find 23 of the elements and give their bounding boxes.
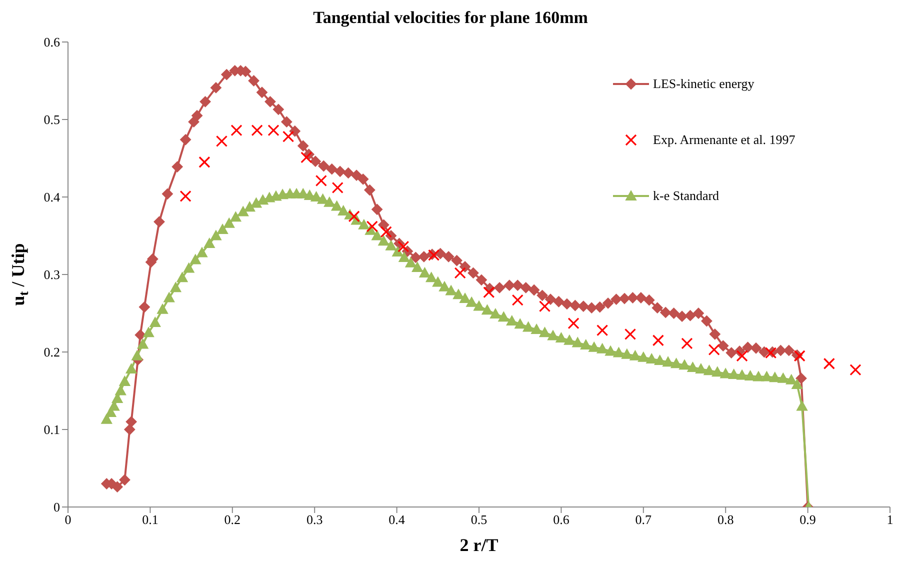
legend-label: LES-kinetic energy (653, 76, 754, 92)
x-tick-label: 0.9 (800, 512, 816, 528)
x-tick-label: 0.1 (142, 512, 158, 528)
y-tick-label: 0.2 (44, 344, 60, 360)
y-tick-label: 0.3 (44, 267, 60, 282)
x-tick-label: 0.4 (388, 512, 406, 528)
x-tick-label: 0.6 (553, 512, 570, 528)
x-tick-label: 1 (886, 512, 894, 528)
x-tick-label: 0.8 (717, 512, 734, 528)
x-tick-label: 0 (64, 512, 72, 528)
y-tick-label: 0.4 (44, 190, 60, 205)
chart-title: Tangential velocities for plane 160mm (312, 8, 589, 29)
legend-label: Exp. Armenante et al. 1997 (653, 132, 796, 148)
y-tick-label: 0.5 (44, 112, 60, 128)
x-tick-label: 0.2 (224, 512, 241, 528)
x-axis-title: 2 r/T (460, 535, 498, 555)
x-tick-label: 0.5 (470, 512, 488, 528)
x-tick-label: 0.7 (635, 512, 652, 528)
y-tick-label: 0 (54, 500, 60, 515)
legend-label: k-e Standard (653, 188, 720, 204)
x-tick-label: 0.3 (306, 512, 323, 528)
y-tick-label: 0.6 (44, 34, 60, 50)
y-tick-label: 0.1 (44, 422, 60, 438)
